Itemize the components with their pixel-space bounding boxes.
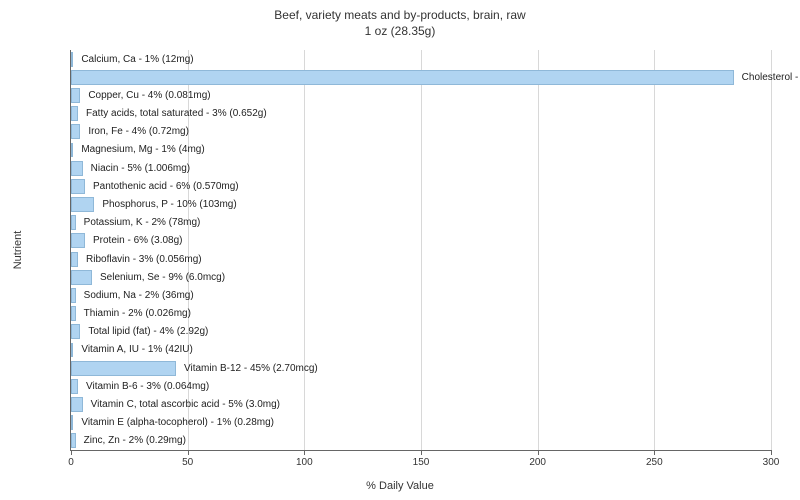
gridline (771, 50, 772, 450)
nutrient-label: Copper, Cu - 4% (0.081mg) (84, 90, 210, 101)
nutrient-label: Sodium, Na - 2% (36mg) (80, 290, 194, 301)
nutrient-bar (71, 361, 176, 376)
nutrient-row: Vitamin A, IU - 1% (42IU) (71, 341, 771, 359)
plot-area: 050100150200250300Calcium, Ca - 1% (12mg… (70, 50, 771, 451)
nutrient-row: Riboflavin - 3% (0.056mg) (71, 250, 771, 268)
nutrient-row: Protein - 6% (3.08g) (71, 232, 771, 250)
nutrient-bar (71, 179, 85, 194)
nutrient-bar (71, 197, 94, 212)
nutrient-label: Vitamin B-12 - 45% (2.70mcg) (180, 363, 318, 374)
x-axis-label: % Daily Value (366, 480, 434, 492)
y-axis-label: Nutrient (12, 231, 24, 270)
nutrient-bar (71, 288, 76, 303)
chart-title-block: Beef, variety meats and by-products, bra… (0, 0, 800, 39)
nutrient-label: Protein - 6% (3.08g) (89, 235, 183, 246)
nutrient-row: Calcium, Ca - 1% (12mg) (71, 50, 771, 68)
chart-title-line1: Beef, variety meats and by-products, bra… (0, 8, 800, 24)
nutrient-row: Magnesium, Mg - 1% (4mg) (71, 141, 771, 159)
nutrient-label: Calcium, Ca - 1% (12mg) (77, 54, 193, 65)
nutrient-row: Niacin - 5% (1.006mg) (71, 159, 771, 177)
nutrient-bar (71, 415, 73, 430)
nutrient-label: Pantothenic acid - 6% (0.570mg) (89, 181, 239, 192)
nutrient-row: Thiamin - 2% (0.026mg) (71, 305, 771, 323)
nutrient-bar (71, 143, 73, 158)
nutrient-label: Vitamin B-6 - 3% (0.064mg) (82, 381, 209, 392)
nutrient-row: Selenium, Se - 9% (6.0mcg) (71, 268, 771, 286)
nutrient-label: Vitamin E (alpha-tocopherol) - 1% (0.28m… (77, 417, 274, 428)
nutrient-label: Cholesterol - 284% (853mg) (738, 72, 800, 83)
nutrient-bar (71, 70, 734, 85)
nutrient-bar (71, 270, 92, 285)
x-tick-mark (188, 450, 189, 455)
nutrient-bar (71, 252, 78, 267)
nutrient-row: Fatty acids, total saturated - 3% (0.652… (71, 105, 771, 123)
nutrient-bar (71, 379, 78, 394)
nutrient-label: Thiamin - 2% (0.026mg) (80, 308, 191, 319)
nutrient-row: Potassium, K - 2% (78mg) (71, 214, 771, 232)
nutrient-label: Vitamin A, IU - 1% (42IU) (77, 344, 193, 355)
nutrient-label: Potassium, K - 2% (78mg) (80, 217, 201, 228)
nutrient-row: Sodium, Na - 2% (36mg) (71, 286, 771, 304)
x-tick-mark (304, 450, 305, 455)
nutrient-label: Phosphorus, P - 10% (103mg) (98, 199, 236, 210)
nutrient-bar (71, 233, 85, 248)
nutrient-label: Iron, Fe - 4% (0.72mg) (84, 126, 189, 137)
x-tick-label: 100 (296, 457, 313, 468)
nutrient-bar (71, 397, 83, 412)
x-tick-label: 300 (763, 457, 780, 468)
x-tick-label: 50 (182, 457, 193, 468)
nutrient-label: Vitamin C, total ascorbic acid - 5% (3.0… (87, 399, 280, 410)
nutrient-label: Selenium, Se - 9% (6.0mcg) (96, 272, 225, 283)
x-tick-mark (771, 450, 772, 455)
nutrient-label: Niacin - 5% (1.006mg) (87, 163, 190, 174)
nutrition-chart: Beef, variety meats and by-products, bra… (0, 0, 800, 500)
nutrient-bar (71, 88, 80, 103)
x-tick-mark (538, 450, 539, 455)
nutrient-label: Zinc, Zn - 2% (0.29mg) (80, 435, 186, 446)
x-tick-mark (421, 450, 422, 455)
x-tick-label: 200 (529, 457, 546, 468)
nutrient-row: Vitamin B-6 - 3% (0.064mg) (71, 377, 771, 395)
nutrient-bar (71, 52, 73, 67)
nutrient-bar (71, 215, 76, 230)
nutrient-bar (71, 124, 80, 139)
nutrient-row: Total lipid (fat) - 4% (2.92g) (71, 323, 771, 341)
nutrient-bar (71, 106, 78, 121)
nutrient-bar (71, 433, 76, 448)
nutrient-row: Vitamin B-12 - 45% (2.70mcg) (71, 359, 771, 377)
x-tick-label: 250 (646, 457, 663, 468)
nutrient-row: Pantothenic acid - 6% (0.570mg) (71, 177, 771, 195)
nutrient-label: Total lipid (fat) - 4% (2.92g) (84, 326, 208, 337)
nutrient-bar (71, 306, 76, 321)
chart-title-line2: 1 oz (28.35g) (0, 24, 800, 40)
nutrient-row: Zinc, Zn - 2% (0.29mg) (71, 432, 771, 450)
nutrient-row: Iron, Fe - 4% (0.72mg) (71, 123, 771, 141)
nutrient-label: Fatty acids, total saturated - 3% (0.652… (82, 108, 267, 119)
nutrient-label: Riboflavin - 3% (0.056mg) (82, 254, 202, 265)
x-tick-mark (71, 450, 72, 455)
nutrient-label: Magnesium, Mg - 1% (4mg) (77, 144, 204, 155)
nutrient-row: Cholesterol - 284% (853mg) (71, 68, 771, 86)
x-tick-label: 0 (68, 457, 74, 468)
nutrient-row: Vitamin C, total ascorbic acid - 5% (3.0… (71, 395, 771, 413)
x-tick-label: 150 (413, 457, 430, 468)
nutrient-row: Phosphorus, P - 10% (103mg) (71, 195, 771, 213)
nutrient-bar (71, 324, 80, 339)
nutrient-bar (71, 161, 83, 176)
nutrient-row: Vitamin E (alpha-tocopherol) - 1% (0.28m… (71, 414, 771, 432)
x-tick-mark (654, 450, 655, 455)
nutrient-row: Copper, Cu - 4% (0.081mg) (71, 86, 771, 104)
nutrient-bar (71, 343, 73, 358)
